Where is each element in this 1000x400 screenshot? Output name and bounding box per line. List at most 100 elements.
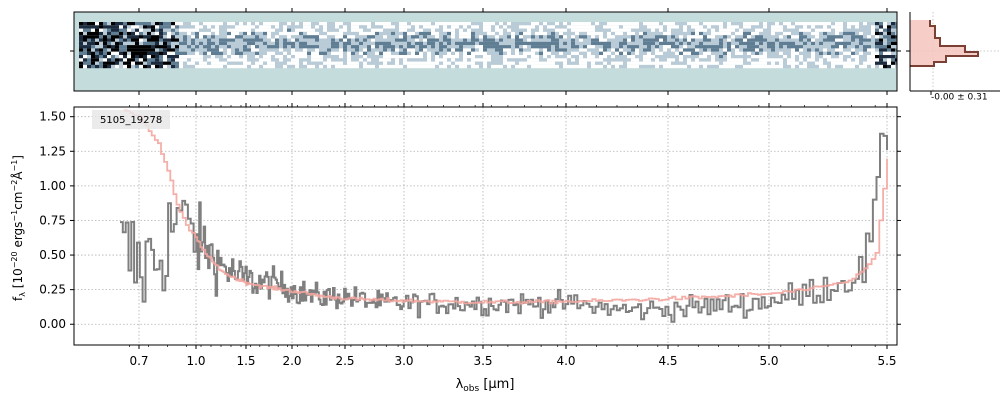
spectrum-2d-pixel [635, 64, 639, 69]
spectrum-2d-pixel [275, 64, 279, 69]
spectrum-2d-pixel [507, 28, 511, 32]
spectrum-2d-pixel [239, 58, 243, 62]
spectrum-2d-pixel [643, 48, 647, 52]
spectrum-2d-pixel [207, 35, 211, 39]
spectrum-2d-pixel [275, 38, 279, 42]
spectrum-2d-pixel [191, 38, 195, 42]
spectrum-2d-pixel [283, 38, 287, 42]
spectrum-2d-pixel [879, 55, 883, 59]
spectrum-2d-pixel [475, 35, 479, 39]
spectrum-2d-pixel [211, 51, 215, 55]
spectrum-2d-pixel [475, 61, 479, 65]
spectrum-2d-pixel [587, 25, 591, 29]
spectrum-2d-pixel [491, 35, 495, 39]
spectrum-2d-pixel [743, 25, 747, 29]
spectrum-2d-pixel [675, 38, 679, 42]
spectrum-2d-pixel [403, 48, 407, 52]
spectrum-2d-pixel [743, 64, 747, 69]
spectrum-2d-pixel [807, 25, 811, 29]
spectrum-2d-pixel [875, 28, 879, 32]
spectrum-2d-pixel [91, 61, 95, 65]
spectrum-2d-pixel [815, 41, 819, 46]
spectrum-2d-pixel [135, 38, 139, 42]
spectrum-2d-pixel [247, 48, 251, 52]
spectrum-2d-pixel [351, 38, 355, 42]
spectrum-2d-pixel [743, 51, 747, 55]
spectrum-2d-pixel [811, 41, 815, 46]
spectrum-2d-pixel [147, 35, 151, 39]
spectrum-2d-pixel [647, 45, 651, 49]
spectrum-2d-pixel [143, 48, 147, 52]
spectrum-2d-pixel [339, 25, 343, 29]
spectrum-2d-pixel [711, 45, 715, 49]
spectrum-2d-pixel [463, 45, 467, 49]
spectrum-2d-pixel [547, 35, 551, 39]
spectrum-2d-pixel [783, 38, 787, 42]
spectrum-2d-pixel [655, 58, 659, 62]
spectrum-2d-pixel [379, 35, 383, 39]
spectrum-2d-pixel [439, 45, 443, 49]
spectrum-2d-pixel [271, 38, 275, 42]
spectrum-2d-pixel [847, 61, 851, 65]
spectrum-2d-pixel [359, 35, 363, 39]
spectrum-2d-pixel [455, 58, 459, 62]
spectrum-2d-pixel [739, 51, 743, 55]
spectrum-2d-pixel [531, 28, 535, 32]
spectrum-2d-pixel [539, 55, 543, 59]
spectrum-2d-pixel [467, 38, 471, 42]
spectrum-2d-pixel [631, 41, 635, 46]
spectrum-2d-pixel [875, 35, 879, 39]
spectrum-2d-pixel [131, 22, 135, 26]
spectrum-2d-pixel [371, 48, 375, 52]
spectrum-2d-pixel [471, 35, 475, 39]
spectrum-2d-pixel [623, 58, 627, 62]
spectrum-2d-pixel [315, 48, 319, 52]
spectrum-2d-pixel [463, 35, 467, 39]
spectrum-2d-pixel [623, 48, 627, 52]
spectrum-2d-pixel [303, 22, 307, 26]
spectrum-2d-pixel [791, 55, 795, 59]
spectrum-2d-pixel [179, 38, 183, 42]
spectrum-2d-pixel [331, 51, 335, 55]
spectrum-2d-pixel [863, 48, 867, 52]
spectrum-2d-pixel [767, 48, 771, 52]
spectrum-2d-pixel [831, 45, 835, 49]
spectrum-2d-pixel [175, 58, 179, 62]
spectrum-2d-pixel [227, 22, 231, 26]
spectrum-2d-pixel [699, 45, 703, 49]
spectrum-2d-pixel [199, 35, 203, 39]
spectrum-2d-pixel [751, 61, 755, 65]
spectrum-2d-pixel [323, 35, 327, 39]
spectrum-2d-pixel [759, 35, 763, 39]
spectrum-2d-pixel [647, 31, 651, 36]
spectrum-2d-pixel [111, 51, 115, 55]
spectrum-2d-pixel [723, 41, 727, 46]
spectrum-2d-pixel [803, 22, 807, 26]
spectrum-2d-pixel [207, 55, 211, 59]
spectrum-2d-pixel [651, 45, 655, 49]
spectrum-2d-pixel [259, 51, 263, 55]
spectrum-2d-pixel [111, 58, 115, 62]
spectrum-2d-pixel [507, 38, 511, 42]
spectrum-2d-pixel [191, 48, 195, 52]
spectrum-2d-pixel [587, 48, 591, 52]
spectrum-2d-pixel [459, 35, 463, 39]
spectrum-2d-pixel [731, 45, 735, 49]
spectrum-2d-pixel [795, 31, 799, 36]
spectrum-2d-pixel [91, 25, 95, 29]
spectrum-2d-pixel [259, 38, 263, 42]
spectrum-2d-pixel [615, 25, 619, 29]
spectrum-2d-pixel [875, 64, 879, 69]
spectrum-2d-pixel [271, 22, 275, 26]
spectrum-2d-pixel [615, 38, 619, 42]
spectrum-2d-pixel [771, 48, 775, 52]
spectrum-2d-pixel [755, 22, 759, 26]
spectrum-2d-pixel [419, 28, 423, 32]
spectrum-2d-pixel [571, 25, 575, 29]
spectrum-2d-pixel [191, 31, 195, 36]
spectrum-2d-pixel [835, 51, 839, 55]
spectrum-2d-pixel [823, 64, 827, 69]
spectrum-2d-pixel [463, 25, 467, 29]
spectrum-2d-pixel [395, 58, 399, 62]
spectrum-2d-pixel [839, 51, 843, 55]
